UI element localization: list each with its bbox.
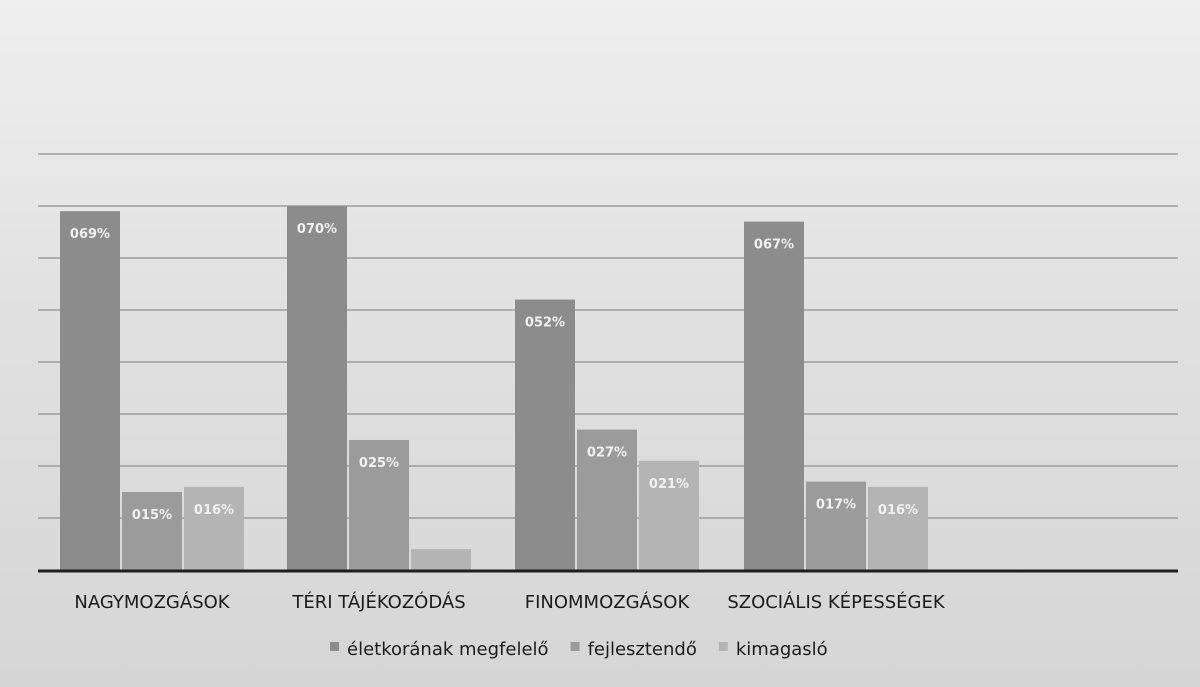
data-labels: 069% 070% 052% 067% 015% 025% 027% 017% 016% 021%…: [70, 222, 918, 523]
bar: [806, 481, 866, 570]
data-label: 069%: [70, 227, 110, 242]
x-tick-label: TÉRI TÁJÉKOZÓDÁS: [291, 591, 465, 613]
legend-label: kimagasló: [736, 639, 828, 660]
data-label: 015%: [132, 508, 172, 523]
bar: [868, 486, 928, 570]
bar: [287, 206, 347, 570]
legend: életkorának megfelelő fejlesztendő kimagas…: [330, 639, 828, 660]
bar: [577, 429, 637, 570]
bar: [744, 221, 804, 570]
legend-swatch: [718, 642, 728, 651]
x-tick-label: SZOCIÁLIS KÉPESSÉGEK: [727, 591, 946, 613]
data-label: 021%: [649, 477, 689, 492]
bar: [60, 211, 120, 570]
x-tick-label: NAGYMOZGÁSOK: [74, 591, 230, 613]
legend-swatch: [330, 642, 339, 651]
bar: [349, 440, 409, 570]
bar: [122, 492, 182, 570]
bar: [411, 549, 471, 570]
data-label: 016%: [194, 503, 234, 518]
data-label: 025%: [359, 456, 399, 471]
bar: [515, 299, 575, 570]
legend-label: fejlesztendő: [588, 639, 697, 660]
data-label: 016%: [878, 503, 918, 518]
x-tick-label: FINOMMOZGÁSOK: [525, 591, 691, 613]
legend-swatch: [570, 642, 580, 651]
data-label: 070%: [297, 222, 337, 237]
gridlines: [38, 153, 1178, 519]
bars: [60, 206, 928, 570]
x-tick-labels: NAGYMOZGÁSOK TÉRI TÁJÉKOZÓDÁS FINOMMOZGÁSO…: [74, 591, 945, 613]
bar: [639, 460, 699, 570]
legend-label: életkorának megfelelő: [347, 639, 549, 660]
data-label: 027%: [587, 446, 627, 461]
data-label: 017%: [816, 498, 856, 513]
bar: [184, 486, 244, 570]
data-label: 052%: [525, 316, 565, 331]
data-label: 067%: [754, 238, 794, 253]
